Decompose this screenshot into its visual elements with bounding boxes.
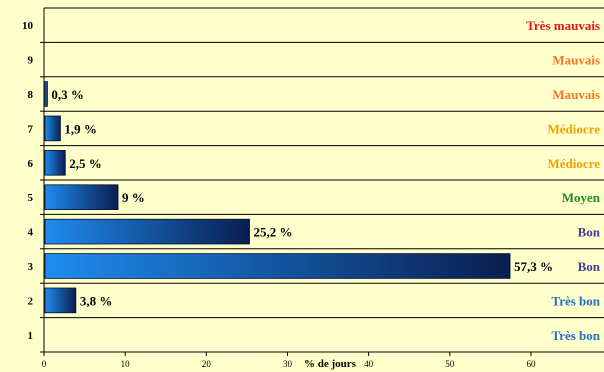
data-label: 9 % [122,190,145,205]
quality-label: Très bon [551,328,600,343]
y-tick-label: 8 [28,89,34,101]
y-tick-label: 5 [28,192,34,204]
x-tick-label: 30 [283,359,293,369]
x-tick-label: 10 [121,359,131,369]
y-tick-label: 3 [28,261,34,273]
x-tick-label: 50 [445,359,455,369]
y-tick-label: 10 [22,20,34,32]
bar-2 [44,287,77,314]
quality-label: Très mauvais [526,18,600,33]
data-label: 1,9 % [64,121,97,136]
quality-label: Médiocre [548,156,601,171]
quality-label: Médiocre [548,121,601,136]
bar-3 [44,253,511,279]
data-label: 0,3 % [51,87,84,102]
quality-label: Bon [578,259,601,274]
x-tick-label: 0 [42,359,47,369]
bar-8 [44,81,48,107]
data-label: 57,3 % [514,259,553,274]
y-tick-label: 9 [28,55,34,67]
x-tick-label: 20 [202,359,212,369]
quality-label: Mauvais [552,53,600,68]
bar-7 [44,115,61,142]
y-tick-label: 6 [28,158,34,170]
x-axis-title: % de jours [304,358,357,370]
x-tick-label: 60 [526,359,536,369]
y-tick-label: 4 [28,227,34,239]
y-tick-label: 2 [28,295,34,307]
bar-6 [44,150,66,176]
bar-5 [44,184,119,210]
data-label: 2,5 % [69,156,102,171]
quality-label: Mauvais [552,87,600,102]
bar-4 [44,218,250,245]
data-label: 25,2 % [254,225,293,240]
quality-label: Moyen [562,190,601,205]
y-tick-label: 1 [28,330,34,342]
data-label: 3,8 % [80,293,113,308]
y-tick-label: 7 [28,123,34,135]
quality-label: Très bon [551,293,600,308]
x-tick-label: 40 [364,359,374,369]
quality-label: Bon [578,225,601,240]
